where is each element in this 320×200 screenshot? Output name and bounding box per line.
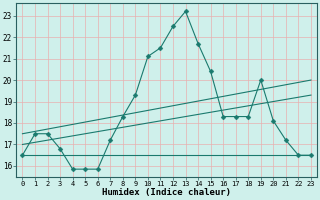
X-axis label: Humidex (Indice chaleur): Humidex (Indice chaleur) bbox=[102, 188, 231, 197]
